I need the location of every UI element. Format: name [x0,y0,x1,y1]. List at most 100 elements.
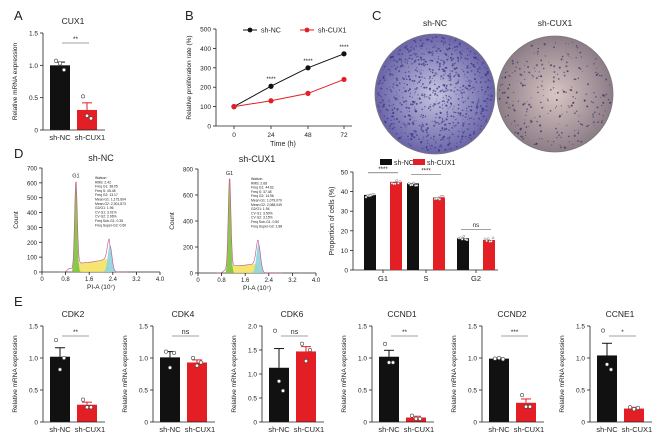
colony [385,65,387,67]
x-tick-label: sh-CUX1 [75,425,105,434]
colony [558,135,560,137]
stats-line: Freq G2: 14.96 [251,194,274,198]
colony [553,70,556,73]
y-tick-label: 0.5 [468,388,477,395]
colony [416,98,418,100]
colony [459,45,461,47]
data-point [191,355,196,360]
colony [393,87,395,89]
colony [385,71,387,73]
colony [388,127,391,129]
colony [396,79,399,82]
colony [413,129,415,132]
colony [480,77,482,79]
colony [450,59,453,62]
colony [385,79,387,81]
colony [420,47,422,49]
colony [434,74,437,76]
data-point [168,365,173,370]
colony [463,130,466,133]
colony [520,135,522,138]
colony [516,61,519,64]
y-tick-label: 0.5 [576,388,585,395]
colony [462,101,465,104]
colony [398,70,401,72]
y-tick-label: 700 [27,167,38,173]
colony [473,84,475,86]
colony [457,107,460,110]
colony [389,73,392,76]
colony [501,77,503,79]
colony [511,104,514,107]
colony [554,42,557,44]
colony [461,138,463,141]
colony [443,120,445,122]
colony [457,122,460,124]
colony [482,107,484,110]
dish-label: sh-NC [423,18,447,28]
colony [477,117,480,120]
colony [438,116,441,119]
colony [445,90,447,92]
colony [430,40,432,42]
colony [448,142,451,145]
y-tick-label: 1.5 [139,324,148,331]
colony [408,114,410,116]
y-tick-label: 1.0 [248,372,257,379]
colony [412,117,414,119]
y-tick-label: 1.5 [358,324,367,331]
data-point [53,58,58,63]
data-point [393,182,397,186]
colony [577,140,579,142]
colony [583,99,586,102]
colony [427,142,429,145]
colony [424,106,426,108]
colony [526,108,529,111]
colony [525,134,527,136]
colony [404,46,407,49]
colony [489,80,491,82]
colony [490,87,492,89]
colony [523,71,526,73]
colony [538,71,540,73]
colony [473,131,476,134]
colony [413,83,415,85]
fit-curve [215,178,283,274]
colony [420,101,423,104]
colony [449,106,451,108]
colony [539,101,542,103]
y-tick-label: 10 [341,248,349,255]
colony [463,122,465,125]
colony [451,64,454,67]
colony [459,114,462,117]
bar-chart-E6: CCNE1 Relative mRNA expression 0 0.5 1.0 1.5 s… [559,309,652,434]
data-point [417,416,422,421]
colony [455,66,458,69]
stats-line: CV G1: 3.01% [95,210,117,214]
y-tick-label: 500 [27,196,38,202]
y-axis-label: Count [13,211,20,229]
bar-sh-CUX1 [187,362,207,422]
colony [605,93,608,95]
colony [464,116,467,118]
data-point [280,388,285,393]
colony [448,76,451,79]
colony [403,82,405,84]
colony [448,122,450,125]
colony [422,125,425,127]
colony [424,94,426,96]
y-tick-label: 400 [200,46,211,53]
legend-label: sh-NC [394,160,414,167]
colony [441,68,443,71]
colony [415,88,418,91]
colony [566,124,568,127]
colony [423,65,425,67]
stats-line: Mean G2: 2,088,049 [251,203,282,207]
fit-curve [59,181,127,273]
data-point [412,181,416,185]
colony [432,37,434,39]
colony [453,75,456,78]
colony [452,57,455,60]
colony [465,110,467,112]
colony [429,105,432,108]
